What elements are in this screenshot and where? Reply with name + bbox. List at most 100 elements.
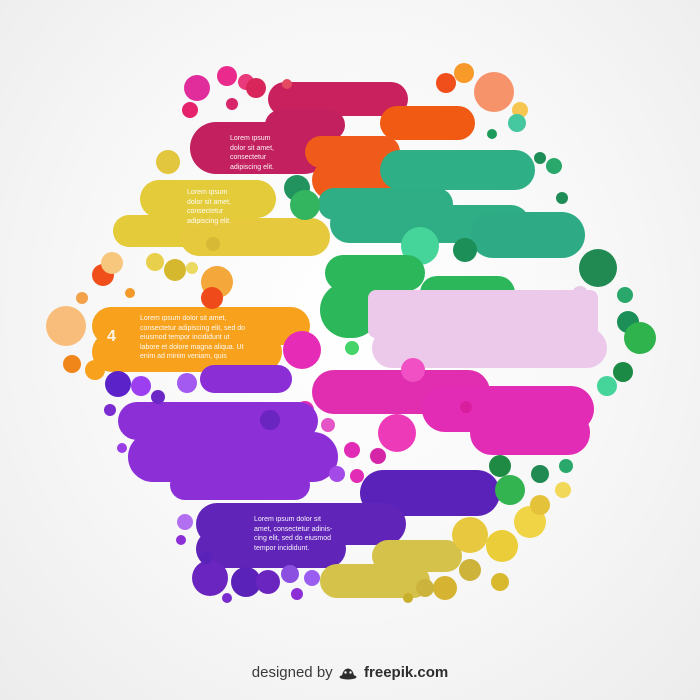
dot (613, 362, 633, 382)
dot (177, 373, 197, 393)
dot (555, 482, 571, 498)
dot (182, 102, 198, 118)
dot (222, 593, 232, 603)
dot (260, 410, 280, 430)
dot (453, 238, 477, 262)
dot (151, 390, 165, 404)
purple-block-text: Lorem ipsum dolor sit amet, consectetur … (254, 516, 333, 552)
dot (131, 376, 151, 396)
dot (506, 290, 530, 314)
dot (156, 150, 180, 174)
teal-blob (470, 212, 585, 258)
dot (556, 192, 568, 204)
olive-blob (320, 564, 430, 598)
dot (146, 253, 164, 271)
hexagon-bubble-infographic (46, 63, 656, 603)
dot (231, 567, 261, 597)
dot (433, 576, 457, 600)
attribution-footer: designed by freepik.com (0, 664, 700, 684)
orange-blob-group (46, 252, 310, 380)
dot (101, 252, 123, 274)
dot (579, 249, 617, 287)
freepik-hat-icon (339, 666, 357, 684)
dot (226, 98, 238, 110)
dot (85, 360, 105, 380)
red-blob (268, 82, 408, 116)
dot (495, 475, 525, 505)
dot (420, 344, 436, 360)
dot (125, 288, 135, 298)
teal-blob-group (284, 150, 656, 396)
dot (530, 495, 550, 515)
dot (192, 560, 228, 596)
orange-block-number: 4 (107, 328, 116, 345)
dot (304, 570, 320, 586)
magenta-blob (470, 410, 590, 455)
dot (597, 376, 617, 396)
dot (321, 418, 335, 432)
pink-blob-group (368, 290, 607, 368)
dot (459, 559, 481, 581)
dot (200, 552, 212, 564)
yellow-block-text: Lorem ipsum dolor sit amet, consectetur … (187, 189, 231, 225)
dot (201, 287, 223, 309)
dot (491, 573, 509, 591)
dot (489, 455, 511, 477)
purple-blob-group (192, 470, 500, 603)
dot (206, 237, 220, 251)
dot (390, 342, 402, 354)
orange-blob (92, 332, 282, 372)
dot (105, 371, 131, 397)
dot (454, 63, 474, 83)
dot (184, 75, 210, 101)
dot (329, 466, 345, 482)
magenta-blob-group (283, 331, 594, 483)
dot (63, 355, 81, 373)
dot (460, 401, 472, 413)
dot (117, 443, 127, 453)
dot (282, 79, 292, 89)
dot (177, 514, 193, 530)
dot (534, 152, 546, 164)
dot (281, 565, 299, 583)
dot (401, 358, 425, 382)
orange-block-text: Lorem ipsum dolor sit amet, consectetur … (140, 315, 246, 360)
yellow-blob-group (113, 150, 330, 281)
dot (46, 306, 86, 346)
violet-blob (200, 365, 292, 393)
dot (487, 129, 497, 139)
dot (486, 530, 518, 562)
violet-blob (170, 470, 310, 500)
attribution-brand[interactable]: freepik.com (364, 664, 449, 681)
attribution-prefix: designed by (251, 664, 333, 681)
purple-blob (196, 530, 346, 568)
dot (403, 593, 413, 603)
dot (378, 414, 416, 452)
dot (452, 517, 488, 553)
dot (290, 190, 320, 220)
dot (176, 535, 186, 545)
teal-blob (380, 150, 535, 190)
orange-red-blob (380, 106, 475, 140)
red-block-text: Lorem ipsum dolor sit amet, consectetur … (230, 135, 274, 171)
dot (256, 570, 280, 594)
dot (416, 579, 434, 597)
dot (350, 469, 364, 483)
dot (104, 404, 116, 416)
dot (344, 442, 360, 458)
dot (246, 78, 266, 98)
dot (508, 114, 526, 132)
dot (345, 341, 359, 355)
dot (531, 465, 549, 483)
green-blob (320, 282, 380, 338)
dot (545, 311, 563, 329)
dot (164, 259, 186, 281)
red-blob (265, 110, 345, 140)
dot (76, 292, 88, 304)
violet-blob-group (104, 365, 345, 545)
dot (291, 588, 303, 600)
dot (370, 448, 386, 464)
dot (546, 158, 562, 174)
yellow-blob (140, 180, 276, 218)
dot (186, 262, 198, 274)
